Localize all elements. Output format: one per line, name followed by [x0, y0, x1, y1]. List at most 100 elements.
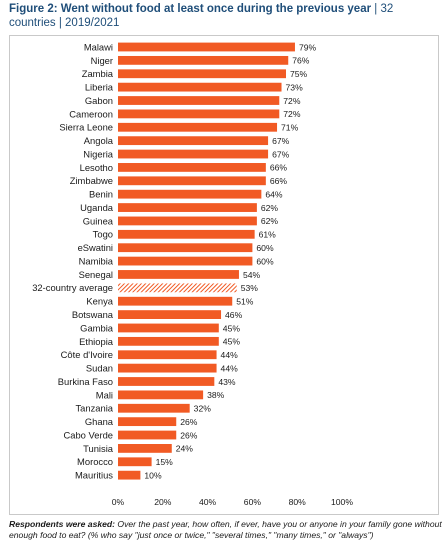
value-label: 72%: [283, 96, 301, 106]
category-label: Togo: [93, 229, 113, 240]
category-label: Tunisia: [83, 443, 114, 454]
value-label: 71%: [281, 123, 299, 133]
bar: [118, 403, 190, 413]
bar: [118, 42, 295, 52]
bar: [118, 229, 255, 239]
value-label: 44%: [221, 350, 239, 360]
value-label: 67%: [272, 149, 290, 159]
value-label: 67%: [272, 136, 290, 146]
x-tick-label: 0%: [112, 497, 125, 507]
chart-subtitle: 32 countries | 2019/2021: [9, 3, 394, 29]
category-label: Uganda: [80, 202, 114, 213]
value-label: 32%: [194, 404, 212, 414]
category-label: Mali: [96, 389, 113, 400]
bar: [118, 296, 233, 306]
category-label: Niger: [91, 55, 113, 66]
bars-layer: Malawi 79% Niger 76% Zambia 75% Liberia 73% Gabo…: [32, 41, 316, 480]
bar: [118, 189, 262, 199]
value-label: 62%: [261, 216, 279, 226]
bar: [118, 363, 217, 373]
value-label: 51%: [236, 297, 254, 307]
category-label: Zimbabwe: [70, 175, 113, 186]
bar: [118, 109, 280, 119]
value-label: 45%: [223, 323, 241, 333]
bar: [118, 256, 253, 266]
bar: [118, 82, 282, 92]
bar: [118, 136, 269, 146]
value-label: 72%: [283, 109, 301, 119]
category-label: Morocco: [77, 456, 113, 467]
value-label: 76%: [292, 56, 310, 66]
value-label: 61%: [259, 230, 277, 240]
bar: [118, 457, 152, 467]
value-label: 66%: [270, 163, 288, 173]
category-label: eSwatini: [78, 242, 113, 253]
category-label: Cabo Verde: [63, 429, 113, 440]
value-label: 79%: [299, 42, 317, 52]
category-label: Tanzania: [75, 403, 113, 414]
value-label: 46%: [225, 310, 243, 320]
value-label: 73%: [286, 82, 304, 92]
average-bar: [118, 283, 237, 293]
value-label: 38%: [207, 390, 225, 400]
x-tick-label: 20%: [154, 497, 172, 507]
bar: [118, 417, 177, 427]
chart-frame: [9, 35, 439, 515]
bar: [118, 310, 222, 319]
value-label: 15%: [156, 457, 174, 467]
category-label: Sudan: [86, 363, 113, 374]
bar: [118, 176, 266, 186]
bar: [118, 336, 219, 346]
value-label: 75%: [290, 69, 308, 79]
category-label: Gabon: [85, 95, 113, 106]
bar: [118, 55, 289, 65]
bar: [118, 122, 278, 132]
bar: [118, 243, 253, 253]
category-label: Liberia: [85, 82, 114, 93]
category-label: 32-country average: [32, 282, 113, 293]
value-label: 43%: [218, 377, 236, 387]
category-label: Namibia: [79, 255, 114, 266]
value-label: 60%: [256, 256, 274, 266]
chart-title-block: Figure 2: Went without food at least onc…: [9, 2, 439, 30]
value-label: 26%: [180, 430, 198, 440]
bar: [118, 430, 177, 440]
category-label: Sierra Leone: [59, 122, 113, 133]
category-label: Ghana: [85, 416, 114, 427]
value-label: 26%: [180, 417, 198, 427]
x-tick-label: 100%: [331, 497, 353, 507]
x-tick-label: 60%: [244, 497, 262, 507]
bar: [118, 203, 257, 212]
bar: [118, 377, 215, 386]
x-tick-label: 80%: [289, 497, 307, 507]
value-label: 62%: [261, 203, 279, 213]
category-label: Senegal: [79, 269, 113, 280]
bar: [118, 163, 266, 172]
bar: [118, 323, 219, 333]
title-separator: |: [371, 3, 381, 15]
value-label: 64%: [265, 189, 283, 199]
value-label: 60%: [256, 243, 274, 253]
category-label: Burkina Faso: [58, 376, 113, 387]
bar: [118, 149, 269, 159]
bar: [118, 96, 280, 105]
value-label: 45%: [223, 337, 241, 347]
bar: [118, 270, 239, 279]
value-label: 10%: [144, 470, 162, 480]
category-label: Nigeria: [83, 148, 113, 159]
value-label: 54%: [243, 270, 261, 280]
bar: [118, 470, 141, 480]
category-label: Mauritius: [75, 470, 113, 481]
bar: [118, 444, 172, 453]
category-label: Kenya: [86, 296, 113, 307]
bar: [118, 216, 257, 226]
footnote-text: Over the past year, how often, if ever, …: [9, 519, 442, 540]
category-label: Gambia: [80, 322, 114, 333]
bar: [118, 350, 217, 360]
category-label: Côte d'Ivoire: [61, 349, 113, 360]
category-label: Ethiopia: [79, 336, 114, 347]
category-label: Malawi: [84, 41, 113, 52]
category-label: Cameroon: [69, 108, 113, 119]
bar: [118, 69, 286, 79]
